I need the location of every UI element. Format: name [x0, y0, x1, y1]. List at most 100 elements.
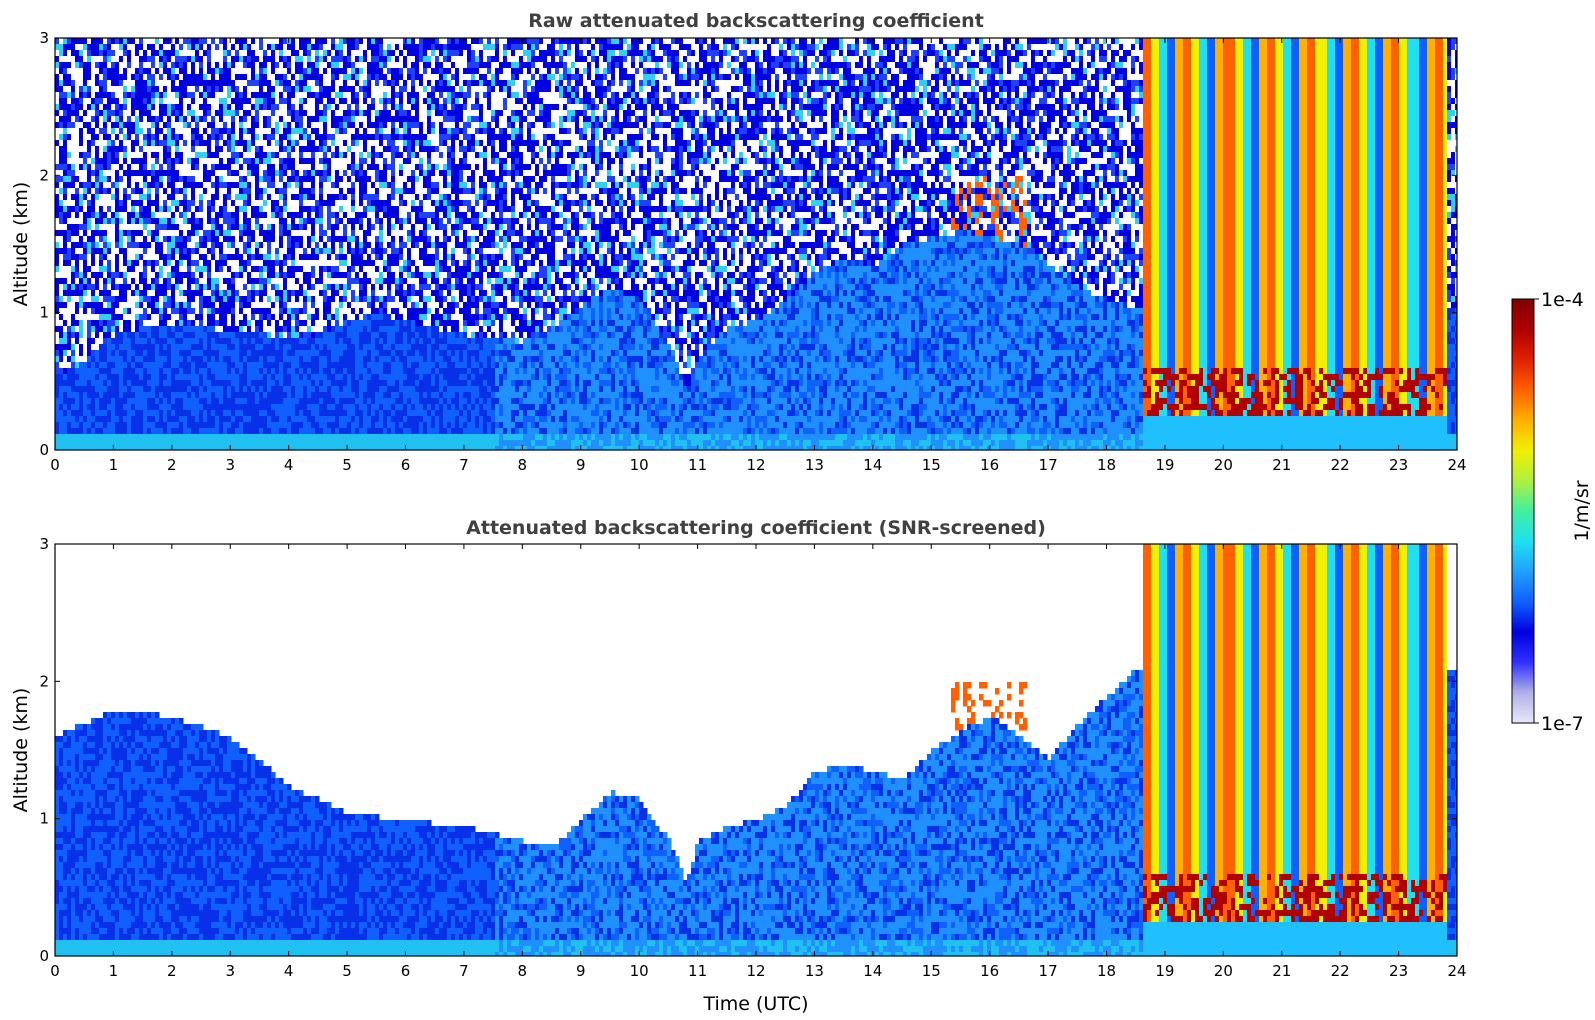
heat-cell — [111, 308, 116, 315]
heat-cell — [199, 434, 204, 441]
heat-cell — [71, 176, 76, 183]
heat-cell — [83, 176, 88, 183]
heat-cell — [75, 386, 80, 393]
heat-cell — [211, 50, 216, 57]
heat-cell — [187, 68, 192, 75]
heat-cell — [99, 254, 104, 261]
heat-cell — [183, 212, 188, 219]
heat-cell — [163, 416, 168, 423]
heat-cell — [59, 104, 64, 111]
heat-cell — [239, 38, 244, 45]
heat-cell — [199, 266, 204, 273]
heat-cell — [235, 164, 240, 171]
heat-cell — [119, 434, 124, 441]
heat-cell — [207, 302, 212, 309]
heat-cell — [103, 350, 108, 357]
heat-cell — [99, 98, 104, 105]
heat-cell — [55, 92, 60, 99]
heat-cell — [167, 188, 172, 195]
heat-cell — [159, 134, 164, 141]
heat-cell — [131, 446, 136, 453]
heat-cell — [171, 116, 176, 123]
heat-cell — [127, 248, 132, 255]
heat-cell — [59, 260, 64, 267]
heat-cell — [127, 380, 132, 387]
heat-cell — [71, 152, 76, 159]
heat-cell — [103, 326, 108, 333]
heat-cell — [143, 404, 148, 411]
heat-cell — [151, 356, 156, 363]
heat-cell — [235, 326, 240, 333]
heat-cell — [107, 344, 112, 351]
heat-cell — [135, 416, 140, 423]
heat-cell — [179, 296, 184, 303]
heat-cell — [183, 320, 188, 327]
heat-cell — [231, 170, 236, 177]
heat-cell — [75, 392, 80, 399]
heat-cell — [115, 350, 120, 357]
heat-cell — [183, 128, 188, 135]
heat-cell — [91, 122, 96, 129]
heat-cell — [223, 188, 228, 195]
heat-cell — [95, 446, 100, 453]
heat-cell — [219, 320, 224, 327]
heat-cell — [167, 110, 172, 117]
heat-cell — [111, 146, 116, 153]
heat-cell — [123, 338, 128, 345]
heat-cell — [55, 398, 60, 405]
heat-cell — [151, 230, 156, 237]
heat-cell — [131, 434, 136, 441]
heat-cell — [167, 290, 172, 297]
heat-cell — [131, 332, 136, 339]
heat-cell — [159, 248, 164, 255]
heat-cell — [75, 98, 80, 105]
heat-cell — [207, 164, 212, 171]
heat-cell — [155, 404, 160, 411]
heat-cell — [59, 242, 64, 249]
heat-cell — [131, 152, 136, 159]
figure: Raw attenuated backscattering coefficien… — [0, 0, 1595, 1020]
heat-cell — [63, 296, 68, 303]
heat-cell — [119, 224, 124, 231]
heat-cell — [143, 74, 148, 81]
heat-cell — [87, 266, 92, 273]
heat-cell — [87, 104, 92, 111]
heat-cell — [223, 236, 228, 243]
heat-cell — [71, 320, 76, 327]
heat-cell — [195, 140, 200, 147]
heat-cell — [203, 200, 208, 207]
heat-cell — [143, 188, 148, 195]
heat-cell — [99, 362, 104, 369]
heat-cell — [151, 62, 156, 69]
heat-cell — [199, 74, 204, 81]
heat-cell — [63, 188, 68, 195]
heat-cell — [215, 326, 220, 333]
heat-cell — [63, 356, 68, 363]
heat-cell — [179, 314, 184, 321]
heat-cell — [67, 188, 72, 195]
heat-cell — [131, 146, 136, 153]
heat-cell — [99, 104, 104, 111]
heat-cell — [235, 416, 240, 423]
heat-cell — [95, 242, 100, 249]
heat-cell — [231, 278, 236, 285]
heat-cell — [107, 188, 112, 195]
heat-cell — [223, 320, 228, 327]
heat-cell — [195, 146, 200, 153]
heat-cell — [163, 74, 168, 81]
heat-cell — [67, 218, 72, 225]
heat-cell — [95, 260, 100, 267]
heat-cell — [103, 296, 108, 303]
heat-cell — [203, 230, 208, 237]
heat-cell — [71, 344, 76, 351]
heat-cell — [131, 224, 136, 231]
heat-cell — [83, 146, 88, 153]
heat-cell — [187, 416, 192, 423]
heat-cell — [183, 422, 188, 429]
heat-cell — [59, 398, 64, 405]
heat-cell — [123, 290, 128, 297]
heat-cell — [235, 266, 240, 273]
heat-cell — [215, 296, 220, 303]
heat-cell — [171, 164, 176, 171]
heat-cell — [159, 152, 164, 159]
